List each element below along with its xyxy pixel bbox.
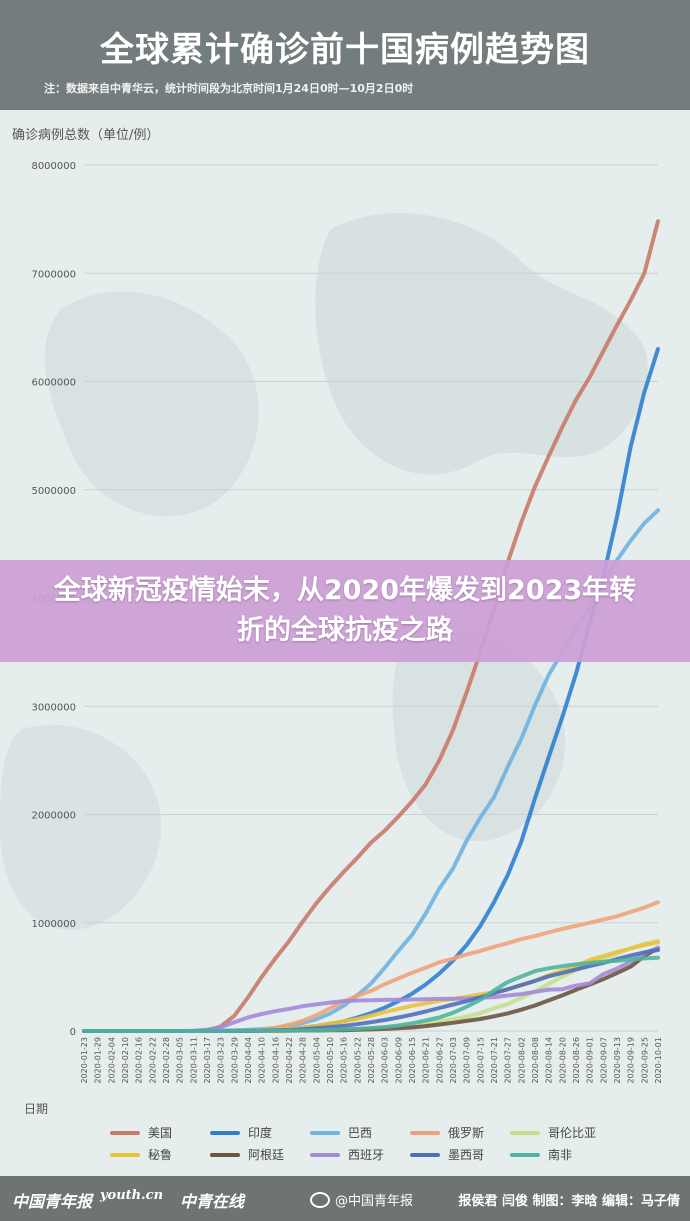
x-tick-label: 2020-08-08 (531, 1037, 540, 1084)
y-tick-label: 0 (70, 1027, 76, 1038)
x-tick-label: 2020-03-23 (217, 1037, 226, 1084)
legend-label: 俄罗斯 (448, 1126, 485, 1140)
x-tick-label: 2020-09-19 (627, 1037, 636, 1084)
chart-title: 全球累计确诊前十国病例趋势图 (100, 30, 590, 70)
x-tick-label: 2020-09-13 (613, 1037, 622, 1084)
x-tick-label: 2020-07-09 (463, 1037, 472, 1084)
legend-label: 秘鲁 (148, 1148, 173, 1162)
legend-item: 哥伦比亚 (510, 1124, 596, 1141)
x-tick-label: 2020-04-16 (271, 1037, 280, 1084)
x-tick-label: 2020-06-09 (394, 1037, 403, 1084)
x-tick-label: 2020-06-15 (408, 1037, 417, 1084)
logo-2: youth.cn (100, 1188, 164, 1203)
legend-swatch (210, 1152, 240, 1157)
legend-item: 阿根廷 (210, 1146, 284, 1163)
legend-swatch (510, 1152, 540, 1157)
footer-bar: 中国青年报 youth.cn 中青在线 @中国青年报 报侯君 闫俊 制图：李晗 … (0, 1176, 690, 1221)
legend-item: 俄罗斯 (410, 1124, 484, 1141)
legend-swatch (410, 1152, 440, 1157)
logo-1: 中国青年报 (12, 1192, 93, 1211)
x-tick-label: 2020-01-23 (80, 1037, 89, 1084)
legend-swatch (510, 1130, 540, 1135)
legend-swatch (310, 1152, 340, 1157)
x-tick-label: 2020-02-10 (121, 1037, 130, 1084)
x-tick-label: 2020-05-04 (312, 1037, 321, 1084)
overlay-title: 全球新冠疫情始末，从2020年爆发到2023年转折的全球抗疫之路 (53, 575, 637, 646)
x-tick-label: 2020-09-01 (586, 1037, 595, 1084)
y-tick-label: 2000000 (31, 811, 76, 822)
x-axis-title: 日期 (24, 1102, 49, 1116)
x-tick-label: 2020-07-21 (490, 1037, 499, 1084)
x-tick-label: 2020-07-15 (476, 1037, 485, 1084)
y-tick-label: 5000000 (31, 486, 76, 497)
legend-label: 哥伦比亚 (548, 1126, 597, 1140)
legend-item: 墨西哥 (410, 1146, 484, 1163)
header-bar: 全球累计确诊前十国病例趋势图 注：数据来自中青华云，统计时间段为北京时间1月24… (0, 0, 690, 110)
x-tick-label: 2020-09-25 (640, 1037, 649, 1084)
legend-swatch (210, 1130, 240, 1135)
x-tick-label: 2020-08-02 (517, 1037, 526, 1084)
legend-item: 巴西 (310, 1124, 372, 1141)
y-tick-label: 6000000 (31, 378, 76, 389)
x-tick-label: 2020-04-04 (244, 1037, 253, 1084)
x-tick-label: 2020-09-07 (599, 1037, 608, 1084)
y-tick-label: 1000000 (31, 919, 76, 930)
x-tick-label: 2020-08-14 (545, 1037, 554, 1084)
watermark-text: @中国青年报 (335, 1194, 414, 1209)
legend-label: 美国 (148, 1126, 173, 1140)
x-tick-label: 2020-01-29 (94, 1037, 103, 1084)
y-tick-label: 3000000 (31, 702, 76, 713)
x-tick-label: 2020-03-11 (189, 1037, 198, 1084)
x-tick-label: 2020-07-03 (449, 1037, 458, 1084)
legend-label: 印度 (248, 1126, 273, 1140)
x-tick-label: 2020-05-16 (340, 1037, 349, 1084)
legend-swatch (110, 1130, 140, 1135)
x-tick-label: 2020-03-05 (176, 1037, 185, 1084)
chart-subtitle: 注：数据来自中青华云，统计时间段为北京时间1月24日0时—10月2日0时 (44, 82, 414, 95)
x-tick-label: 2020-02-28 (162, 1037, 171, 1084)
y-axis-title: 确诊病例总数（单位/例） (12, 128, 160, 143)
credits: 报侯君 闫俊 制图：李晗 编辑：马子倩 (458, 1194, 680, 1209)
legend-item: 印度 (210, 1124, 272, 1141)
legend-label: 阿根廷 (248, 1148, 285, 1162)
x-tick-label: 2020-03-29 (230, 1037, 239, 1084)
legend-label: 南非 (548, 1148, 573, 1162)
weibo-icon (310, 1191, 330, 1208)
x-tick-label: 2020-02-22 (148, 1037, 157, 1084)
y-tick-label: 8000000 (31, 161, 76, 172)
legend-item: 西班牙 (310, 1146, 384, 1163)
legend-swatch (310, 1130, 340, 1135)
logo-3: 中青在线 (180, 1192, 245, 1211)
x-tick-label: 2020-10-01 (654, 1037, 663, 1084)
y-tick-label: 7000000 (31, 269, 76, 280)
watermark: @中国青年报 (310, 1190, 413, 1209)
x-tick-label: 2020-08-26 (572, 1037, 581, 1084)
legend-swatch (410, 1130, 440, 1135)
x-tick-label: 2020-06-27 (435, 1037, 444, 1084)
x-tick-label: 2020-02-16 (135, 1037, 144, 1084)
x-tick-label: 2020-03-17 (203, 1037, 212, 1084)
legend-item: 秘鲁 (110, 1146, 172, 1163)
x-tick-label: 2020-06-21 (422, 1037, 431, 1084)
x-tick-label: 2020-05-10 (326, 1037, 335, 1084)
legend-swatch (110, 1152, 140, 1157)
x-tick-label: 2020-06-03 (381, 1037, 390, 1084)
legend-label: 西班牙 (348, 1148, 385, 1162)
world-map-background (0, 213, 648, 930)
legend-label: 巴西 (348, 1126, 373, 1140)
legend-label: 墨西哥 (448, 1148, 485, 1162)
x-tick-label: 2020-05-22 (353, 1037, 362, 1084)
x-tick-label: 2020-02-04 (107, 1037, 116, 1084)
series-line (82, 955, 660, 1033)
x-tick-label: 2020-05-28 (367, 1037, 376, 1084)
x-tick-label: 2020-04-10 (258, 1037, 267, 1084)
overlay-banner: 全球新冠疫情始末，从2020年爆发到2023年转折的全球抗疫之路 (0, 560, 690, 662)
x-tick-label: 2020-08-20 (558, 1037, 567, 1084)
x-tick-label: 2020-04-28 (299, 1037, 308, 1084)
x-tick-label: 2020-04-22 (285, 1037, 294, 1084)
legend-item: 南非 (510, 1146, 572, 1163)
x-tick-label: 2020-07-27 (504, 1037, 513, 1084)
legend-item: 美国 (110, 1124, 172, 1141)
